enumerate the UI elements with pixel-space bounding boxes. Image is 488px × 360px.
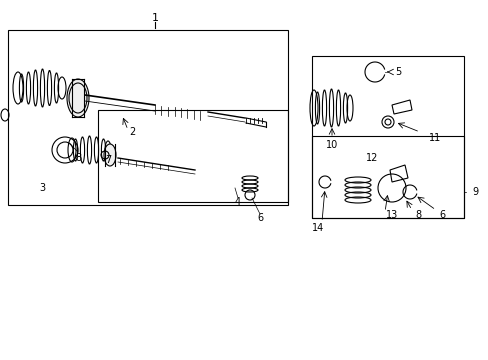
Bar — [98, 110, 287, 202]
Text: 5: 5 — [394, 67, 400, 77]
Text: 3: 3 — [39, 183, 45, 193]
Text: 8: 8 — [75, 153, 81, 163]
Text: 6: 6 — [438, 210, 444, 220]
Bar — [311, 136, 463, 218]
Text: 1: 1 — [151, 13, 158, 23]
Text: 9: 9 — [471, 187, 477, 197]
Text: 11: 11 — [428, 133, 440, 143]
Text: 6: 6 — [256, 213, 263, 223]
Text: 13: 13 — [385, 210, 397, 220]
Text: 12: 12 — [365, 153, 377, 163]
Bar — [311, 56, 463, 218]
Text: 2: 2 — [129, 127, 135, 137]
Ellipse shape — [67, 79, 89, 117]
Text: 4: 4 — [234, 197, 241, 207]
Ellipse shape — [104, 144, 116, 166]
Text: 8: 8 — [414, 210, 420, 220]
Text: 14: 14 — [311, 223, 324, 233]
Text: 10: 10 — [325, 140, 337, 150]
Text: 7: 7 — [104, 155, 111, 165]
Bar — [8, 30, 287, 205]
